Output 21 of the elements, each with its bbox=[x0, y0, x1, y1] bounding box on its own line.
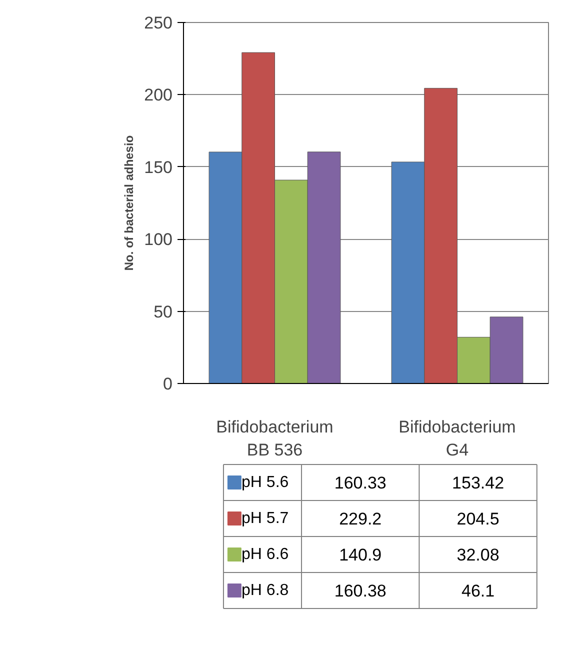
legend-label: pH 5.7 bbox=[242, 510, 289, 527]
data-label: 32.08 bbox=[456, 546, 500, 564]
data-label: 153.42 bbox=[452, 474, 504, 492]
y-tick-label: 200 bbox=[144, 86, 173, 105]
y-tick-label: 50 bbox=[154, 302, 173, 322]
x-tick-label: Bifidobacterium BB 536 bbox=[216, 418, 334, 460]
legend-label: pH 5.6 bbox=[242, 474, 289, 491]
y-tick-label: 150 bbox=[144, 158, 173, 177]
data-label: 160.33 bbox=[334, 474, 386, 492]
y-tick-label: 100 bbox=[144, 230, 173, 250]
data-label: 140.9 bbox=[339, 546, 382, 564]
data-label: 204.5 bbox=[456, 510, 500, 528]
y-axis-title: No. of bacterial adhesio bbox=[122, 135, 136, 271]
data-label: 229.2 bbox=[339, 510, 382, 528]
y-tick-label: 0 bbox=[163, 374, 173, 394]
data-label: 46.1 bbox=[462, 582, 495, 600]
y-tick-label: 250 bbox=[144, 14, 173, 32]
x-tick-label: Bifidobacterium G4 bbox=[398, 418, 516, 460]
data-label: 160.38 bbox=[334, 582, 386, 600]
legend-label: pH 6.6 bbox=[242, 546, 289, 563]
legend-label: pH 6.8 bbox=[242, 582, 289, 599]
